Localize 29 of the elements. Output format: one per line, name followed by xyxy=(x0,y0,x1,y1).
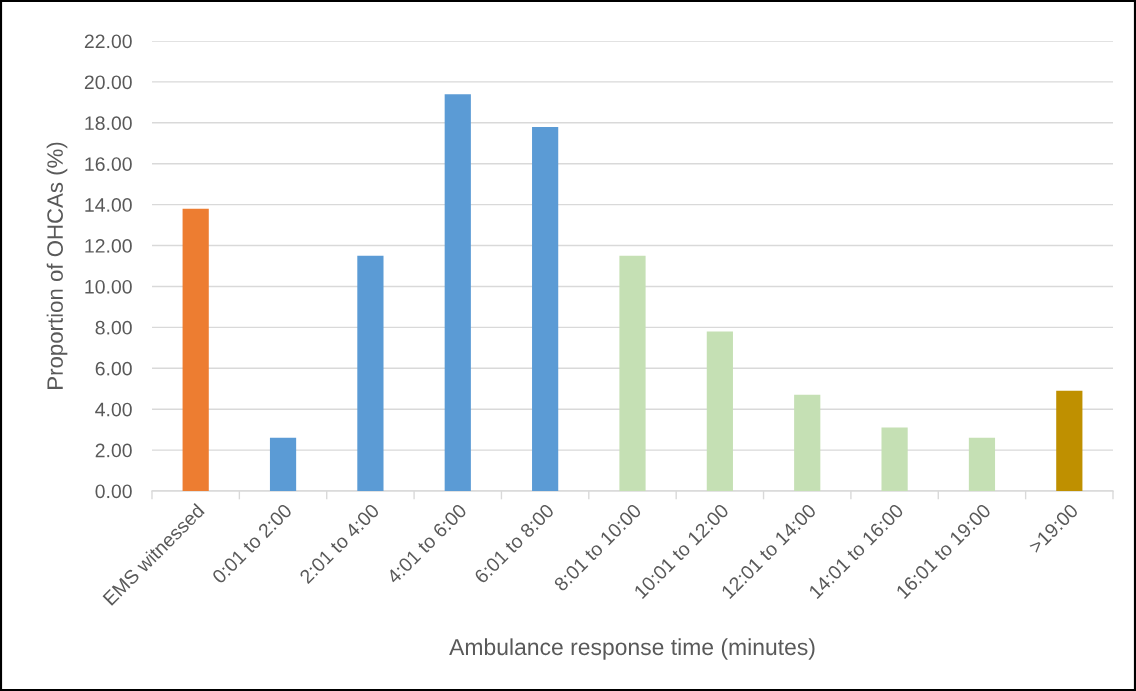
y-tick-label: 10.00 xyxy=(85,279,132,294)
y-tick-label: 18.00 xyxy=(85,116,132,131)
bar xyxy=(444,94,471,491)
bar xyxy=(968,437,996,491)
y-tick-label: 6.00 xyxy=(95,361,132,376)
x-axis-title: Ambulance response time (minutes) xyxy=(449,638,815,660)
x-tick-label: 4:01 to 6:00 xyxy=(385,503,468,585)
y-tick-label: 20.00 xyxy=(84,75,132,90)
y-tick-label: 14.00 xyxy=(85,198,132,212)
y-tick-label: 16.00 xyxy=(85,157,132,171)
x-tick-label: 6:01 to 8:00 xyxy=(473,503,555,585)
bar xyxy=(706,331,733,491)
y-tick-label: 8.00 xyxy=(95,320,132,335)
bar xyxy=(619,255,646,491)
y-tick-label: 0.00 xyxy=(95,484,132,499)
y-tick-label: 2.00 xyxy=(95,443,132,458)
bar xyxy=(182,208,209,491)
y-tick-label: 4.00 xyxy=(95,402,132,417)
bar xyxy=(269,437,297,491)
bar xyxy=(881,427,908,491)
bar xyxy=(794,394,821,491)
bar xyxy=(1056,390,1083,491)
bar xyxy=(357,255,384,491)
y-tick-label: 22.00 xyxy=(84,34,132,49)
y-tick-label: 12.00 xyxy=(85,239,132,253)
x-tick-label: 0:01 to 2:00 xyxy=(211,503,293,585)
y-axis-title: Proportion of OHCAs (%) xyxy=(46,142,68,389)
x-tick-label: 2:01 to 4:00 xyxy=(298,503,380,585)
bar xyxy=(532,126,559,491)
